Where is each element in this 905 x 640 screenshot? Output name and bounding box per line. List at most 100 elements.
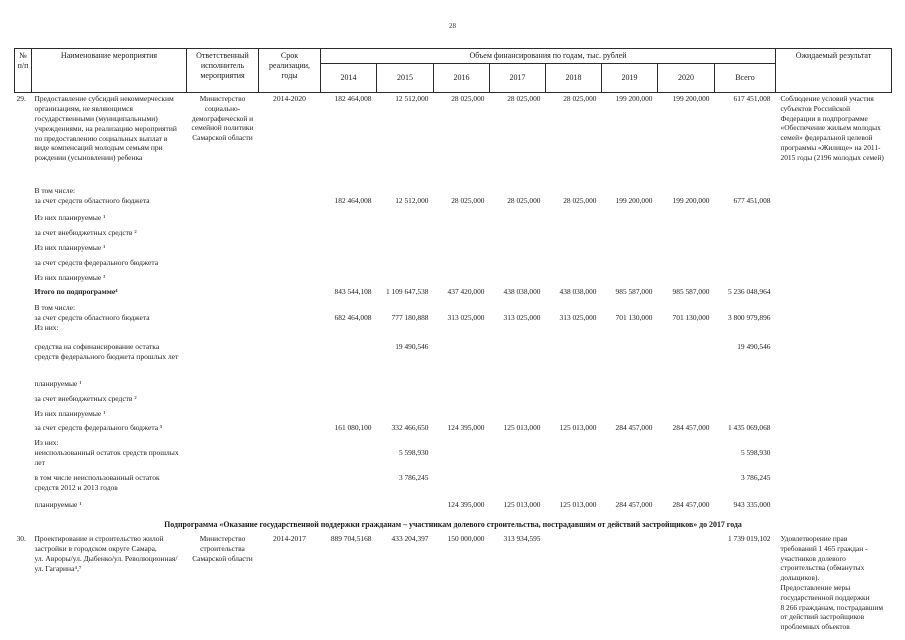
row-number: [15, 227, 32, 242]
executor: [187, 422, 259, 437]
value-2015: [377, 227, 434, 242]
table-row: Подпрограмма «Оказание государственной п…: [15, 516, 892, 533]
period: [259, 286, 321, 302]
value-2017: 313 025,000: [503, 313, 541, 323]
expected-result: Соблюдение условий участия субъектов Рос…: [780, 94, 884, 162]
value-total: 3 786,245: [740, 473, 771, 483]
value-2019: 701 130,000: [615, 313, 653, 323]
value-total: [715, 408, 776, 423]
activity-name: за счет внебюджетных средств ²: [34, 227, 137, 237]
value-2015: [377, 257, 434, 272]
value-2020: [658, 393, 715, 408]
value-2019: [602, 341, 658, 378]
table-row: за счет внебюджетных средств ²: [15, 227, 892, 242]
page-number: 28: [449, 22, 456, 30]
value-2018: 28 025,000: [563, 94, 597, 103]
table-row: Из них планируемые ¹: [15, 408, 892, 423]
expected-result: [776, 242, 892, 257]
value-2017: [490, 341, 546, 378]
value-2020: [658, 242, 715, 257]
value-total: 677 451,008: [733, 196, 771, 206]
value-2017: 28 025,000: [507, 196, 541, 206]
activity-name: Из них планируемые ¹: [34, 213, 106, 223]
value-2015: 5 598,930: [398, 448, 429, 458]
value-total: [715, 257, 776, 272]
value-2014: [321, 408, 377, 423]
value-2015: 12 512,000: [395, 94, 429, 103]
value-2014: 182 464,008: [334, 196, 372, 206]
value-2019: 284 457,000: [615, 499, 653, 509]
value-2020: [658, 378, 715, 393]
value-2014: [321, 257, 377, 272]
period: [259, 472, 321, 499]
executor: [187, 272, 259, 287]
row-number: [15, 393, 32, 408]
value-2018: [546, 437, 602, 472]
value-2015: [377, 378, 434, 393]
row-number: [15, 408, 32, 423]
activity-name: Из них планируемые ³: [34, 272, 106, 282]
value-2020: [658, 408, 715, 423]
period: [259, 378, 321, 393]
expected-result: [776, 302, 892, 341]
period: [259, 185, 321, 212]
period: [259, 242, 321, 257]
value-2017: [490, 437, 546, 472]
header-year-2014: 2014: [320, 63, 377, 93]
expected-result: Удовлетворение прав требований 1 465 гра…: [780, 534, 884, 632]
value-2014: 182 464,008: [334, 94, 372, 103]
value-2015: [377, 499, 434, 516]
period: [259, 302, 321, 341]
table-row: за счет средств федерального бюджета ⁵ 16…: [15, 422, 892, 437]
value-2015: 777 180,888: [391, 313, 429, 323]
table-row: 29. Предоставление субсидий некоммерчески…: [15, 93, 892, 186]
value-2018: [546, 272, 602, 287]
value-total: 1 435 069,068: [728, 423, 771, 433]
value-2019: [602, 242, 658, 257]
value-2017: 313 934,595: [503, 534, 541, 544]
value-2019: [602, 212, 658, 227]
row-number: [15, 302, 32, 341]
expected-result: [776, 257, 892, 272]
value-2016: [434, 341, 490, 378]
value-2014: [321, 499, 377, 516]
value-total: [715, 272, 776, 287]
value-2016: [434, 212, 490, 227]
activity-name: Из них: неиспользованный остаток средств…: [34, 438, 179, 468]
value-2014: [321, 242, 377, 257]
value-total: 3 800 979,896: [728, 313, 771, 323]
value-2018: 125 013,000: [559, 499, 597, 509]
value-2014: 682 464,008: [334, 313, 372, 323]
header-year-2019: 2019: [601, 63, 658, 93]
table-row: Из них планируемые ³: [15, 272, 892, 287]
value-2019: [602, 533, 658, 633]
value-2015: 19 490,546: [395, 342, 429, 352]
value-2019: [602, 472, 658, 499]
header-executor: Ответственный исполнитель мероприятия: [186, 48, 259, 93]
expected-result: [776, 472, 892, 499]
table-row: Из них планируемые ¹: [15, 212, 892, 227]
value-2014: 161 080,100: [334, 423, 372, 433]
subprogram-divider: Подпрограмма «Оказание государственной п…: [164, 519, 742, 529]
value-2014: [321, 212, 377, 227]
table-row: планируемые ¹: [15, 378, 892, 393]
value-2019: 199 200,000: [615, 196, 653, 206]
executor: [187, 472, 259, 499]
value-2019: [602, 227, 658, 242]
value-2019: [602, 378, 658, 393]
value-2018: 28 025,000: [563, 196, 597, 206]
row-number: [15, 242, 32, 257]
executor: [187, 378, 259, 393]
header-expected-result: Ожидаемый результат: [775, 48, 892, 93]
value-2016: [434, 408, 490, 423]
row-number: [15, 272, 32, 287]
value-2017: [490, 393, 546, 408]
table-row: планируемые ¹ 124 395,000 125 013,000 125 0…: [15, 499, 892, 516]
period: 2014-2017: [273, 534, 306, 544]
activity-name: В том числе: за счет средств областного …: [34, 186, 150, 206]
value-2018: [546, 257, 602, 272]
executor: [187, 341, 259, 378]
executor: [187, 227, 259, 242]
activity-name: за счет средств федерального бюджета ⁵: [34, 423, 163, 433]
value-2015: [377, 393, 434, 408]
